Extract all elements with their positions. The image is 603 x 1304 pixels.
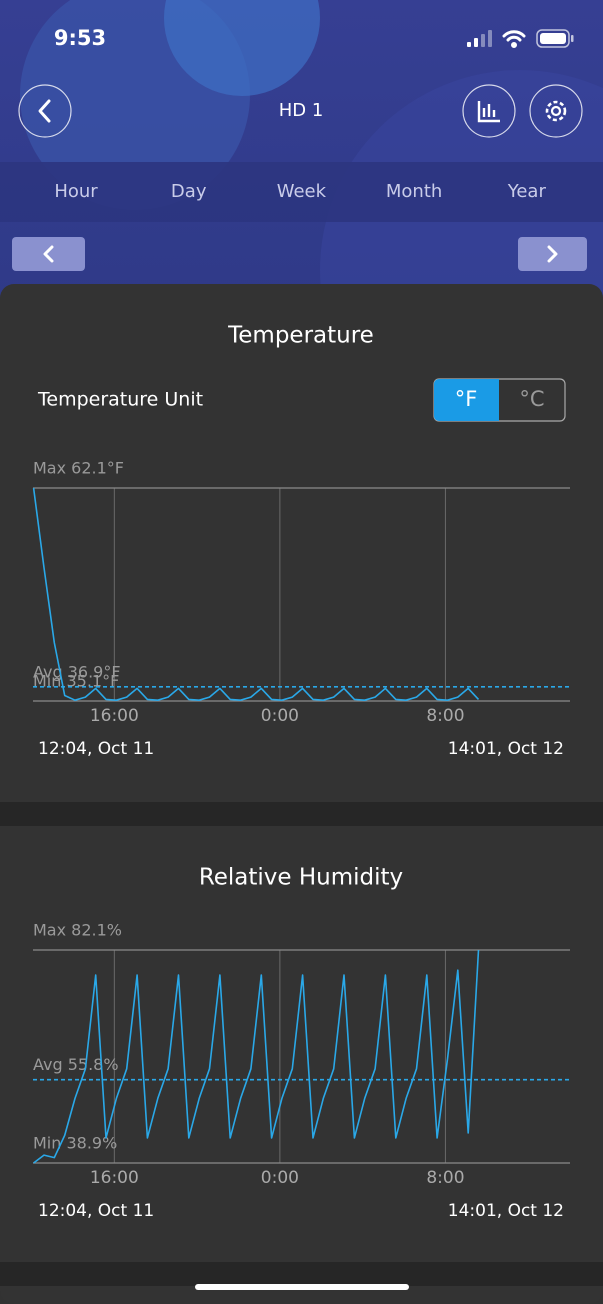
chart-title: Relative Humidity	[199, 865, 403, 891]
content-panel	[0, 284, 603, 1304]
separator	[0, 802, 603, 826]
tab[interactable]: Hour	[54, 181, 98, 202]
wifi-icon	[502, 30, 526, 48]
x-tick-label: 0:00	[261, 1168, 299, 1188]
range-end: 14:01, Oct 12	[448, 1201, 564, 1221]
y-tick-label: Max 82.1%	[33, 921, 122, 940]
unit-option[interactable]: °C	[519, 387, 544, 411]
tab-bar	[0, 162, 603, 222]
next-button[interactable]	[518, 237, 587, 271]
status-time: 9:53	[54, 26, 106, 50]
tab[interactable]: Month	[386, 181, 442, 202]
signal-icon	[467, 30, 492, 47]
tab[interactable]: Day	[171, 181, 207, 202]
unit-label: Temperature Unit	[37, 389, 203, 411]
data-line	[32, 487, 480, 701]
back-button[interactable]	[18, 84, 72, 138]
x-tick-label: 16:00	[90, 706, 139, 726]
chart-button[interactable]	[462, 84, 516, 138]
x-tick-label: 8:00	[426, 1168, 464, 1188]
data-line	[33, 949, 480, 1164]
y-tick-label: Max 62.1°F	[33, 459, 124, 478]
tab[interactable]: Week	[277, 181, 327, 202]
unit-option[interactable]: °F	[455, 387, 478, 411]
average-label: Avg 55.8%	[33, 1055, 119, 1074]
x-tick-label: 16:00	[90, 1168, 139, 1188]
y-tick-label: Min 35.1°F	[33, 672, 119, 691]
separator	[0, 1262, 603, 1286]
decor-circle	[164, 0, 320, 96]
settings-button[interactable]	[529, 84, 583, 138]
home-indicator	[195, 1284, 409, 1290]
range-start: 12:04, Oct 11	[38, 739, 154, 759]
unit-toggle: °F °C	[433, 378, 566, 422]
range-end: 14:01, Oct 12	[448, 739, 564, 759]
average-label: Avg 36.9°F	[33, 662, 121, 681]
page-title: HD 1	[279, 100, 324, 121]
previous-button[interactable]	[12, 237, 85, 271]
tab[interactable]: Year	[507, 181, 547, 202]
range-start: 12:04, Oct 11	[38, 1201, 154, 1221]
chart-title: Temperature	[227, 323, 374, 349]
x-tick-label: 8:00	[426, 706, 464, 726]
y-tick-label: Min 38.9%	[33, 1134, 117, 1153]
battery-icon	[536, 29, 574, 48]
x-tick-label: 0:00	[261, 706, 299, 726]
